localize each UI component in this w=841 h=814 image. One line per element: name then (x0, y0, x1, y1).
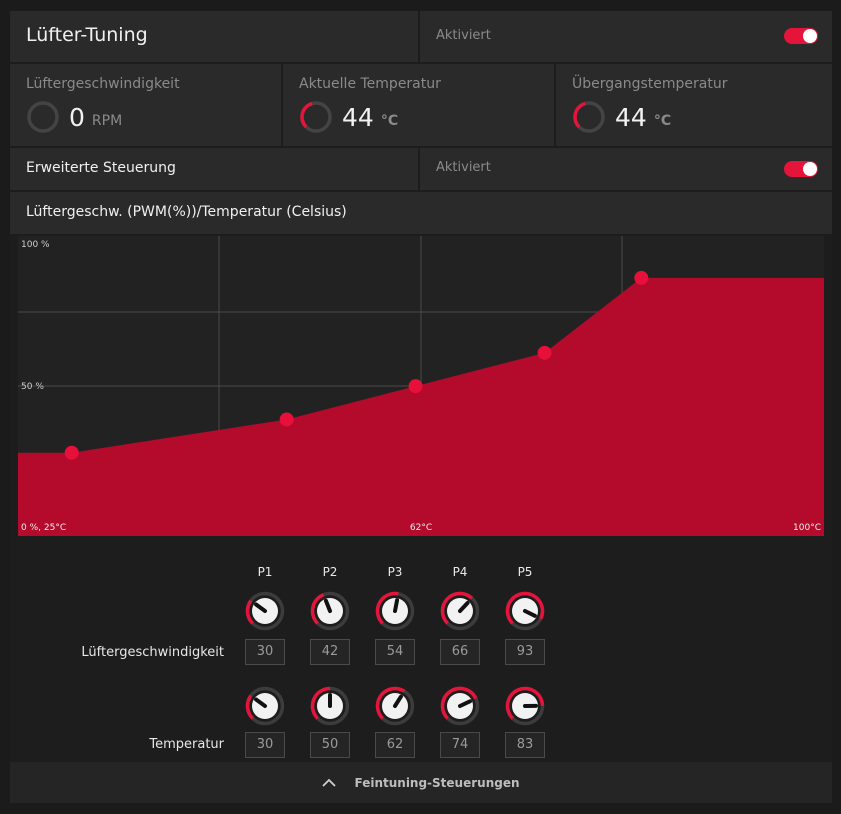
x-tick-label: 0 %, 25°C (21, 523, 66, 533)
chevron-up-icon (322, 776, 337, 790)
y-tick-label: 50 % (21, 382, 44, 392)
stat-current-temp: Aktuelle Temperatur 44 °C (283, 64, 556, 146)
header-title-cell: Lüfter-Tuning (10, 11, 420, 62)
point-label-p1: P1 (257, 565, 273, 579)
stat-value: 44 (615, 102, 647, 132)
stat-unit: °C (380, 112, 399, 129)
fan-curve-area (18, 277, 824, 536)
toggle-knob (803, 162, 817, 176)
stat-label: Aktuelle Temperatur (299, 76, 441, 92)
point-label-p2: P2 (322, 565, 338, 579)
curve-point-p1[interactable] (64, 445, 79, 460)
header-status-cell: Aktiviert (420, 11, 832, 62)
stat-value: 0 (69, 102, 85, 132)
stat-label: Übergangstemperatur (572, 76, 728, 92)
junction-temp-gauge-icon (573, 101, 605, 133)
advanced-title-cell: Erweiterte Steuerung (10, 148, 420, 190)
temp-value-field-1[interactable]: 30 (245, 732, 285, 758)
temp-value-field-2[interactable]: 50 (310, 732, 350, 758)
stats-row: Lüftergeschwindigkeit 0 RPM Aktuelle Tem… (10, 64, 832, 146)
fine-tuning-toggle-bar[interactable]: Feintuning-Steuerungen (10, 762, 832, 803)
point-label-p3: P3 (387, 565, 403, 579)
stat-value-group: 44 °C (299, 100, 398, 134)
temp-knob-4[interactable] (440, 686, 480, 726)
page-title: Lüfter-Tuning (26, 24, 148, 46)
stat-value-group: 0 RPM (26, 100, 122, 134)
fine-tuning-label: Feintuning-Steuerungen (354, 775, 520, 790)
x-tick-label: 100°C (793, 523, 821, 533)
y-tick-label: 100 % (21, 240, 50, 250)
chart-header-cell: Lüftergeschw. (PWM(%))/Temperatur (Celsi… (10, 192, 832, 234)
temp-value-field-3[interactable]: 62 (375, 732, 415, 758)
fan-tuning-header: Lüfter-Tuning Aktiviert (10, 11, 832, 62)
curve-point-p3[interactable] (408, 379, 423, 394)
fan-curve-points (64, 270, 649, 460)
point-label-p5: P5 (517, 565, 533, 579)
fan-speed-gauge-icon (27, 101, 59, 133)
speed-knob-4[interactable] (440, 591, 480, 631)
speed-value-field-4[interactable]: 66 (440, 639, 480, 665)
stat-fan-speed: Lüftergeschwindigkeit 0 RPM (10, 64, 283, 146)
speed-knob-1[interactable] (245, 591, 285, 631)
x-tick-label: 62°C (410, 523, 432, 533)
temp-row-label: Temperatur (149, 737, 224, 752)
speed-value-field-5[interactable]: 93 (505, 639, 545, 665)
speed-value-field-2[interactable]: 42 (310, 639, 350, 665)
advanced-control-row: Erweiterte Steuerung Aktiviert (10, 148, 832, 190)
advanced-status-cell: Aktiviert (420, 148, 832, 190)
current-temp-gauge-icon (300, 101, 332, 133)
advanced-control-toggle[interactable] (784, 161, 818, 177)
temp-value-field-5[interactable]: 83 (505, 732, 545, 758)
speed-knob-3[interactable] (375, 591, 415, 631)
stat-junction-temp: Übergangstemperatur 44 °C (556, 64, 832, 146)
speed-row-label: Lüftergeschwindigkeit (81, 645, 224, 660)
speed-knob-2[interactable] (310, 591, 350, 631)
stat-unit: RPM (91, 112, 123, 129)
temp-value-field-4[interactable]: 74 (440, 732, 480, 758)
stat-label: Lüftergeschwindigkeit (26, 76, 180, 92)
temp-knob-1[interactable] (245, 686, 285, 726)
fan-tuning-toggle[interactable] (784, 28, 818, 44)
advanced-control-title: Erweiterte Steuerung (26, 160, 176, 176)
temp-knob-5[interactable] (505, 686, 545, 726)
speed-value-field-1[interactable]: 30 (245, 639, 285, 665)
stat-unit: °C (653, 112, 672, 129)
fan-tuning-panel: Lüfter-Tuning Aktiviert Lüftergeschwindi… (10, 11, 832, 803)
curve-point-p4[interactable] (537, 345, 552, 360)
chart-header-row: Lüftergeschw. (PWM(%))/Temperatur (Celsi… (10, 192, 832, 234)
curve-point-p5[interactable] (634, 270, 649, 285)
temp-knob-3[interactable] (375, 686, 415, 726)
curve-point-p2[interactable] (279, 412, 294, 427)
chart-title: Lüftergeschw. (PWM(%))/Temperatur (Celsi… (26, 204, 347, 220)
stat-value-group: 44 °C (572, 100, 671, 134)
point-label-p4: P4 (452, 565, 468, 579)
toggle-knob (803, 29, 817, 43)
advanced-status-label: Aktiviert (436, 160, 491, 175)
stat-value: 44 (342, 102, 374, 132)
fan-curve-chart[interactable]: 100 % 50 % 0 %, 25°C 62°C 100°C (18, 236, 824, 536)
temp-knob-2[interactable] (310, 686, 350, 726)
knob-controls: Lüftergeschwindigkeit Temperatur P1 30 30 P… (10, 541, 832, 761)
speed-knob-5[interactable] (505, 591, 545, 631)
speed-value-field-3[interactable]: 54 (375, 639, 415, 665)
fan-tuning-status-label: Aktiviert (436, 28, 491, 43)
